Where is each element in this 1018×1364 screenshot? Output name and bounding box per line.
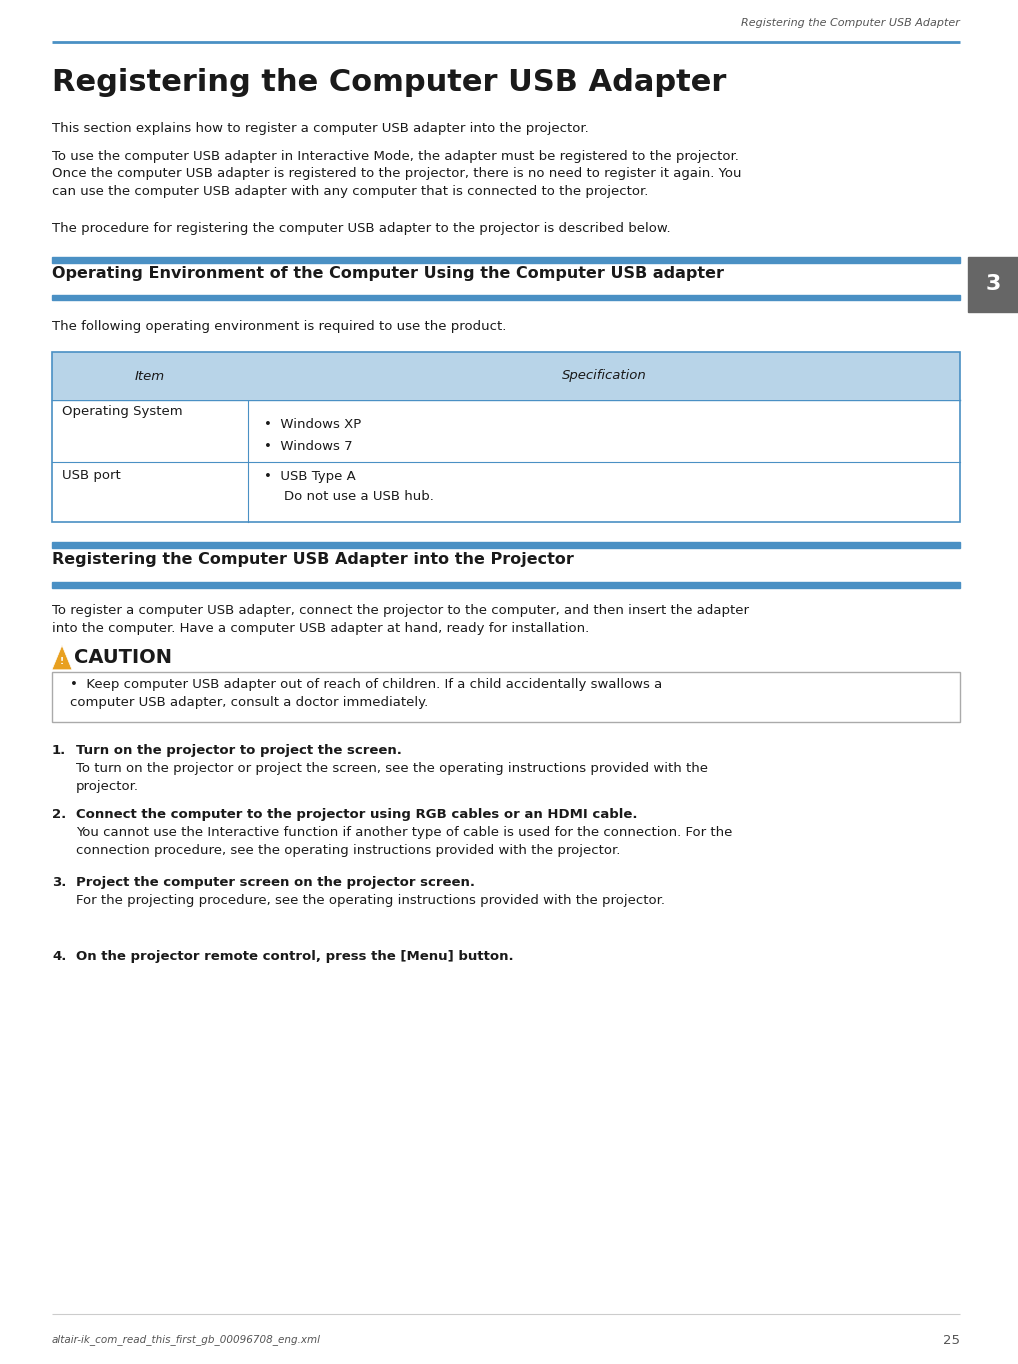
Text: This section explains how to register a computer USB adapter into the projector.: This section explains how to register a …	[52, 121, 588, 135]
Text: 25: 25	[943, 1334, 960, 1348]
Text: The procedure for registering the computer USB adapter to the projector is descr: The procedure for registering the comput…	[52, 222, 671, 235]
Text: 2.: 2.	[52, 807, 66, 821]
Text: 3.: 3.	[52, 876, 66, 889]
Text: Do not use a USB hub.: Do not use a USB hub.	[284, 490, 434, 503]
Text: Operating System: Operating System	[62, 405, 182, 419]
Bar	[52, 582, 960, 588]
Bar	[52, 352, 960, 522]
Bar	[52, 256, 960, 263]
Text: •  Windows XP: • Windows XP	[264, 417, 361, 431]
Text: Connect the computer to the projector using RGB cables or an HDMI cable.: Connect the computer to the projector us…	[76, 807, 637, 821]
Bar	[52, 542, 960, 548]
Text: You cannot use the Interactive function if another type of cable is used for the: You cannot use the Interactive function …	[76, 827, 732, 857]
Text: The following operating environment is required to use the product.: The following operating environment is r…	[52, 321, 506, 333]
Bar	[968, 256, 1018, 312]
Text: 1.: 1.	[52, 743, 66, 757]
Bar	[52, 295, 960, 300]
Text: To turn on the projector or project the screen, see the operating instructions p: To turn on the projector or project the …	[76, 762, 708, 792]
Text: •  USB Type A: • USB Type A	[264, 471, 355, 483]
Text: CAUTION: CAUTION	[74, 648, 172, 667]
Text: Registering the Computer USB Adapter into the Projector: Registering the Computer USB Adapter int…	[52, 552, 574, 567]
Text: Registering the Computer USB Adapter: Registering the Computer USB Adapter	[52, 68, 727, 97]
Text: Item: Item	[135, 370, 165, 382]
Polygon shape	[52, 645, 72, 670]
Text: altair-ik_com_read_this_first_gb_00096708_eng.xml: altair-ik_com_read_this_first_gb_0009670…	[52, 1334, 321, 1345]
Text: !: !	[60, 656, 64, 666]
Text: •  Keep computer USB adapter out of reach of children. If a child accidentally s: • Keep computer USB adapter out of reach…	[70, 678, 663, 709]
Text: For the projecting procedure, see the operating instructions provided with the p: For the projecting procedure, see the op…	[76, 893, 665, 907]
Text: To register a computer USB adapter, connect the projector to the computer, and t: To register a computer USB adapter, conn…	[52, 604, 749, 636]
Text: 4.: 4.	[52, 949, 66, 963]
Text: Turn on the projector to project the screen.: Turn on the projector to project the scr…	[76, 743, 402, 757]
Bar	[52, 672, 960, 722]
Text: USB port: USB port	[62, 469, 121, 483]
Text: •  Windows 7: • Windows 7	[264, 441, 352, 453]
Text: Operating Environment of the Computer Using the Computer USB adapter: Operating Environment of the Computer Us…	[52, 266, 724, 281]
Bar	[52, 352, 960, 400]
Text: Project the computer screen on the projector screen.: Project the computer screen on the proje…	[76, 876, 475, 889]
Text: To use the computer USB adapter in Interactive Mode, the adapter must be registe: To use the computer USB adapter in Inter…	[52, 150, 741, 198]
Text: Registering the Computer USB Adapter: Registering the Computer USB Adapter	[741, 18, 960, 29]
Text: Specification: Specification	[562, 370, 646, 382]
Text: On the projector remote control, press the [Menu] button.: On the projector remote control, press t…	[76, 949, 514, 963]
Text: 3: 3	[985, 274, 1001, 295]
